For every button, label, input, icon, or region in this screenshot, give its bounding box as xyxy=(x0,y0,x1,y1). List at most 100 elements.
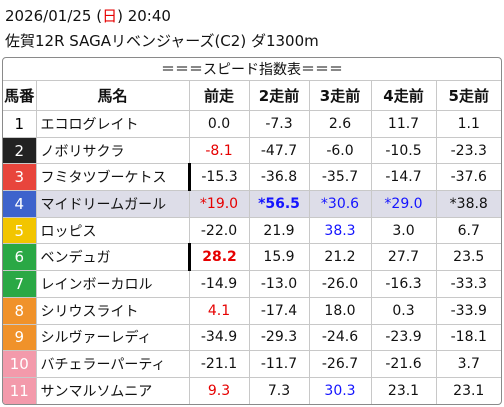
horse-name: シルヴァーレディ xyxy=(35,323,190,352)
race-title: 佐賀12R SAGAリベンジャーズ(C2) ダ1300m xyxy=(5,32,319,50)
speed-index: -23.9 xyxy=(370,323,437,352)
horse-number: 6 xyxy=(3,243,37,272)
horse-number: 1 xyxy=(3,110,37,138)
column-header: 馬名 xyxy=(35,80,190,111)
horse-row: 8 シリウスライト 4.1 -17.4 18.0 0.3 -33.9 xyxy=(3,296,501,325)
speed-index: 23.1 xyxy=(435,376,501,404)
speed-index: -36.8 xyxy=(248,163,310,192)
horse-name: ノボリサクラ xyxy=(35,136,190,165)
speed-index: 4.1 xyxy=(188,296,250,325)
horse-name: マイドリームガール xyxy=(35,190,190,218)
speed-index: 0.3 xyxy=(370,296,437,325)
speed-index: 7.3 xyxy=(248,376,310,404)
speed-index: 3.7 xyxy=(435,350,501,378)
speed-index: -23.3 xyxy=(435,136,501,165)
horse-row: 10 バチェラーパーティ -21.1 -11.7 -26.7 -21.6 3.7 xyxy=(3,350,501,378)
speed-index: -11.7 xyxy=(248,350,310,378)
header-row: 馬番 馬名 前走 2走前 3走前 4走前 5走前 xyxy=(3,80,501,111)
speed-index: 27.7 xyxy=(370,243,437,272)
speed-index: -33.3 xyxy=(435,270,501,298)
speed-index: -22.0 xyxy=(188,216,250,245)
speed-index: -47.7 xyxy=(248,136,310,165)
speed-index: 21.2 xyxy=(308,243,372,272)
horse-name: ベンデュガ xyxy=(35,243,190,272)
speed-index: -37.6 xyxy=(435,163,501,192)
speed-index: -34.9 xyxy=(188,323,250,352)
speed-index: 15.9 xyxy=(248,243,310,272)
column-header: 馬番 xyxy=(3,80,37,111)
speed-index: *38.8 xyxy=(435,190,501,218)
speed-index: 23.5 xyxy=(435,243,501,272)
speed-index: -26.7 xyxy=(308,350,372,378)
speed-index: -17.4 xyxy=(248,296,310,325)
speed-index: -8.1 xyxy=(188,136,250,165)
speed-index: -26.0 xyxy=(308,270,372,298)
horse-name: フミタツブーケトス xyxy=(35,163,190,192)
horse-row: 7 レインボーカロル -14.9 -13.0 -26.0 -16.3 -33.3 xyxy=(3,270,501,298)
speed-index: -21.1 xyxy=(188,350,250,378)
speed-index: *56.5 xyxy=(248,190,310,218)
speed-index: 9.3 xyxy=(188,376,250,404)
speed-index: *30.6 xyxy=(308,190,372,218)
caption: ＝＝＝スピード指数表＝＝＝ xyxy=(3,58,501,81)
speed-index: -7.3 xyxy=(248,110,310,138)
horse-row: 4 マイドリームガール *19.0 *56.5 *30.6 *29.0 *38.8 xyxy=(3,190,501,218)
horse-number: 11 xyxy=(3,376,37,404)
speed-index: -33.9 xyxy=(435,296,501,325)
horse-number: 4 xyxy=(3,190,37,218)
speed-index: -29.3 xyxy=(248,323,310,352)
horse-name: エコログレイト xyxy=(35,110,190,138)
speed-index: -16.3 xyxy=(370,270,437,298)
weekday: 日 xyxy=(102,7,118,25)
horse-row: 5 ロッピス -22.0 21.9 38.3 3.0 6.7 xyxy=(3,216,501,245)
horse-name: レインボーカロル xyxy=(35,270,190,298)
time: ) 20:40 xyxy=(117,7,171,25)
speed-index: -15.3 xyxy=(187,163,250,192)
speed-index: -18.1 xyxy=(435,323,501,352)
horse-row: 2 ノボリサクラ -8.1 -47.7 -6.0 -10.5 -23.3 xyxy=(3,136,501,165)
speed-index: 38.3 xyxy=(308,216,372,245)
horse-row: 1 エコログレイト 0.0 -7.3 2.6 11.7 1.1 xyxy=(3,110,501,138)
horse-number: 10 xyxy=(3,350,37,378)
column-header: 5走前 xyxy=(435,80,501,111)
horse-number: 5 xyxy=(3,216,37,245)
horse-row: 3 フミタツブーケトス -15.3 -36.8 -35.7 -14.7 -37.6 xyxy=(3,163,501,192)
horse-number: 3 xyxy=(3,163,37,192)
speed-index: -14.7 xyxy=(370,163,437,192)
speed-table: ＝＝＝スピード指数表＝＝＝ 馬番 馬名 前走 2走前 3走前 4走前 5走前 1 エコログレイ… xyxy=(3,58,501,404)
column-header: 4走前 xyxy=(370,80,437,111)
horse-row: 11 サンマルソムニア 9.3 7.3 30.3 23.1 23.1 xyxy=(3,376,501,404)
speed-index: 2.6 xyxy=(308,110,372,138)
speed-index: 11.7 xyxy=(370,110,437,138)
horse-name: シリウスライト xyxy=(35,296,190,325)
horse-row: 6 ベンデュガ 28.2 15.9 21.2 27.7 23.5 xyxy=(3,243,501,272)
horse-row: 9 シルヴァーレディ -34.9 -29.3 -24.6 -23.9 -18.1 xyxy=(3,323,501,352)
speed-index: *29.0 xyxy=(370,190,437,218)
date: 2026/01/25 ( xyxy=(5,7,103,25)
column-header: 2走前 xyxy=(248,80,310,111)
speed-index: -10.5 xyxy=(370,136,437,165)
caption-row: ＝＝＝スピード指数表＝＝＝ xyxy=(3,58,501,81)
horse-number: 8 xyxy=(3,296,37,325)
speed-index: 1.1 xyxy=(435,110,501,138)
horse-name: サンマルソムニア xyxy=(35,376,190,404)
speed-index: -13.0 xyxy=(248,270,310,298)
table-box: ＝＝＝スピード指数表＝＝＝ 馬番 馬名 前走 2走前 3走前 4走前 5走前 1 エコログレイ… xyxy=(2,57,502,405)
column-header: 3走前 xyxy=(308,80,372,111)
horse-number: 9 xyxy=(3,323,37,352)
speed-index: 6.7 xyxy=(435,216,501,245)
horse-number: 7 xyxy=(3,270,37,298)
speed-index: 23.1 xyxy=(370,376,437,404)
speed-index: 0.0 xyxy=(188,110,250,138)
speed-index: 30.3 xyxy=(308,376,372,404)
speed-index: -14.9 xyxy=(188,270,250,298)
speed-index: 18.0 xyxy=(308,296,372,325)
speed-index: -21.6 xyxy=(370,350,437,378)
table-body: ＝＝＝スピード指数表＝＝＝ 馬番 馬名 前走 2走前 3走前 4走前 5走前 1 エコログレイ… xyxy=(3,58,501,404)
speed-index: -6.0 xyxy=(308,136,372,165)
speed-index: 28.2 xyxy=(187,243,250,272)
date-line: 2026/01/25 (日) 20:40 xyxy=(5,6,171,26)
horse-name: ロッピス xyxy=(35,216,190,245)
